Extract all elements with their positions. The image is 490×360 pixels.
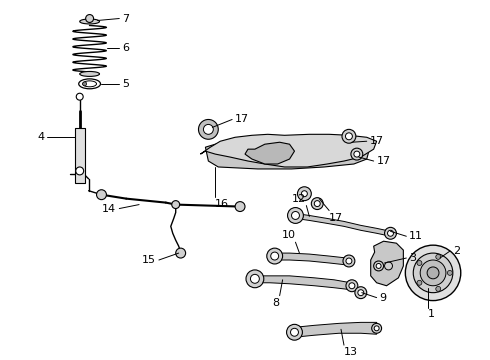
Circle shape (267, 248, 283, 264)
Circle shape (342, 129, 356, 143)
Circle shape (246, 270, 264, 288)
Circle shape (198, 120, 218, 139)
Circle shape (372, 323, 382, 333)
Text: 1: 1 (428, 310, 435, 319)
Circle shape (83, 82, 87, 86)
Circle shape (76, 93, 83, 100)
Circle shape (374, 261, 384, 271)
Circle shape (172, 201, 180, 208)
Polygon shape (294, 322, 377, 337)
Text: 2: 2 (453, 246, 460, 256)
Circle shape (388, 230, 393, 236)
Text: 10: 10 (281, 230, 295, 240)
Circle shape (287, 324, 302, 340)
Text: 17: 17 (370, 136, 384, 146)
Circle shape (355, 287, 367, 298)
Circle shape (376, 264, 381, 269)
Circle shape (176, 248, 186, 258)
Circle shape (297, 187, 311, 201)
Circle shape (351, 148, 363, 160)
Text: 16: 16 (215, 199, 229, 209)
Circle shape (420, 260, 446, 286)
Polygon shape (245, 142, 294, 164)
Circle shape (447, 270, 452, 275)
Text: 14: 14 (102, 203, 116, 213)
Polygon shape (205, 139, 371, 169)
Circle shape (427, 267, 439, 279)
Bar (75, 129, 85, 183)
Circle shape (374, 326, 379, 331)
Text: 17: 17 (377, 156, 391, 166)
Circle shape (235, 202, 245, 212)
Circle shape (385, 262, 392, 270)
Text: 3: 3 (409, 253, 416, 263)
Circle shape (436, 287, 441, 291)
Ellipse shape (83, 81, 97, 87)
Circle shape (288, 208, 303, 224)
Text: 11: 11 (409, 231, 423, 241)
Text: 5: 5 (122, 79, 129, 89)
Circle shape (271, 252, 279, 260)
Circle shape (86, 14, 94, 22)
Text: 12: 12 (292, 194, 306, 204)
Ellipse shape (80, 72, 99, 76)
Text: 15: 15 (142, 255, 156, 265)
Ellipse shape (79, 79, 100, 89)
Text: 4: 4 (37, 132, 44, 142)
Polygon shape (275, 253, 347, 265)
Circle shape (354, 151, 360, 157)
Text: 13: 13 (344, 347, 358, 357)
Text: 17: 17 (235, 114, 249, 125)
Text: 7: 7 (122, 14, 129, 23)
Polygon shape (255, 276, 351, 290)
Circle shape (417, 280, 422, 285)
Text: 9: 9 (380, 293, 387, 303)
Circle shape (203, 125, 213, 134)
Circle shape (417, 261, 422, 265)
Circle shape (405, 245, 461, 301)
Circle shape (97, 190, 106, 200)
Circle shape (436, 255, 441, 259)
Circle shape (345, 133, 352, 140)
Circle shape (358, 290, 364, 296)
Circle shape (314, 201, 320, 207)
Polygon shape (295, 213, 391, 236)
Circle shape (385, 228, 396, 239)
Circle shape (291, 328, 298, 336)
Circle shape (76, 167, 84, 175)
Circle shape (301, 191, 307, 197)
Text: 17: 17 (329, 212, 343, 222)
Circle shape (346, 280, 358, 292)
Ellipse shape (80, 19, 99, 24)
Polygon shape (200, 134, 377, 167)
Circle shape (343, 255, 355, 267)
Circle shape (346, 258, 352, 264)
Circle shape (349, 283, 355, 289)
Circle shape (413, 253, 453, 293)
Circle shape (292, 212, 299, 220)
Polygon shape (371, 241, 403, 286)
Circle shape (250, 274, 259, 283)
Text: 8: 8 (272, 298, 280, 308)
Circle shape (311, 198, 323, 210)
Text: 6: 6 (122, 43, 129, 53)
